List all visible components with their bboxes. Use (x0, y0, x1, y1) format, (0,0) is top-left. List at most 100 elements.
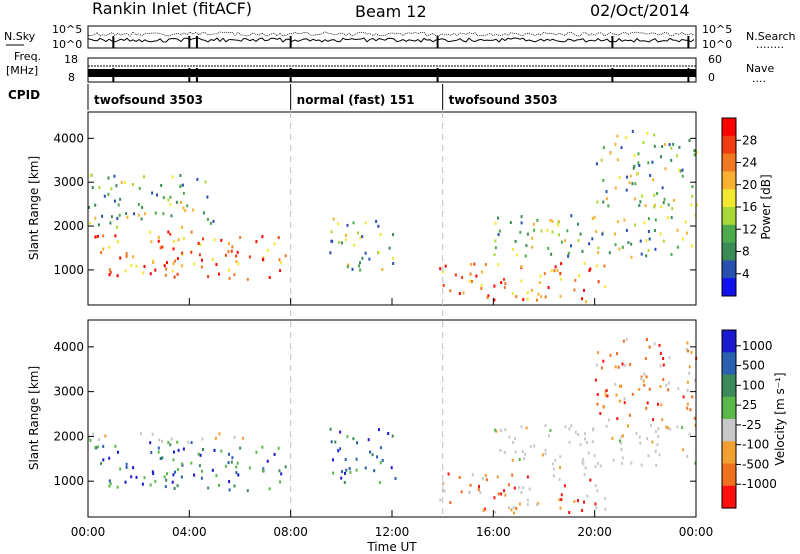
velocity-cell (549, 429, 552, 432)
velocity-cell (602, 405, 605, 409)
velocity-cell (600, 366, 603, 370)
power-cell (186, 204, 189, 208)
velocity-cell (621, 456, 624, 460)
velocity-cell (668, 356, 671, 360)
power-cell (151, 191, 154, 195)
velocity-cell (596, 402, 599, 406)
cpid-separators (290, 112, 444, 517)
power-colorbar-swatch (722, 153, 736, 172)
velocity-cell (541, 453, 544, 457)
power-cell (97, 223, 100, 227)
velocity-cell (157, 446, 160, 450)
power-cell (361, 256, 364, 260)
power-cell (503, 277, 505, 281)
power-cell (556, 268, 559, 272)
velocity-cell (686, 454, 689, 458)
velocity-cell (593, 454, 596, 458)
power-cell (150, 240, 153, 244)
power-cell (198, 253, 201, 257)
velocity-ylabel: Slant Range [km] (27, 366, 41, 470)
velocity-cell (262, 467, 265, 471)
power-cell (559, 294, 562, 298)
power-cell (634, 197, 637, 201)
velocity-cell (529, 445, 532, 449)
power-cell (514, 240, 517, 243)
power-cell (570, 244, 572, 248)
velocity-colorbar-swatch (722, 463, 736, 487)
freq-right-tick-high: 60 (708, 53, 722, 66)
xtick-label: 00:00 (679, 525, 714, 539)
power-cell (279, 269, 282, 273)
power-cell (603, 264, 606, 268)
power-colorbar: 4 8 12 16 20 24 28 Power [dB] (721, 117, 773, 297)
velocity-cell (494, 428, 497, 432)
velocity-cell (499, 449, 502, 452)
velocity-colorbar-tick-label: 25 (742, 398, 757, 412)
velocity-cell (387, 432, 390, 435)
power-cell (666, 216, 669, 220)
velocity-cell (518, 485, 521, 489)
velocity-cell (612, 458, 615, 462)
power-cell (511, 248, 514, 251)
velocity-cell (279, 480, 282, 484)
velocity-cell (443, 489, 446, 493)
power-cell (329, 251, 332, 255)
velocity-cell (330, 440, 333, 444)
power-cell (108, 245, 111, 249)
cpid-segment-label: twofsound 3503 (94, 93, 203, 107)
velocity-cell (548, 434, 550, 438)
velocity-colorbar-tick-label: 1000 (742, 339, 773, 353)
velocity-cell (277, 446, 280, 450)
power-cell (228, 242, 230, 246)
radar-title: Rankin Inlet (fitACF) (92, 0, 252, 18)
power-cell (540, 229, 543, 233)
noise-left-label: N.Sky (4, 30, 36, 43)
power-ytick-label: 1000 (53, 263, 84, 277)
velocity-cell (518, 502, 521, 506)
power-cell (266, 248, 269, 252)
velocity-cell (439, 498, 442, 502)
power-cell (557, 223, 560, 227)
velocity-cell (553, 467, 555, 471)
power-cell (627, 241, 630, 244)
power-cell (640, 252, 643, 256)
power-cell (494, 221, 497, 225)
power-cell (653, 205, 656, 209)
velocity-cell (478, 484, 480, 488)
power-colorbar-tick-label: 4 (742, 267, 750, 281)
xtick-label: 16:00 (476, 525, 511, 539)
velocity-cell (644, 357, 647, 360)
power-cell (392, 262, 395, 265)
power-cell (118, 213, 121, 217)
velocity-cell (176, 484, 179, 488)
velocity-cell (170, 437, 173, 441)
power-cell (110, 187, 113, 191)
velocity-cell (280, 472, 283, 476)
power-cell (458, 292, 461, 295)
power-cell (109, 221, 112, 225)
velocity-cell (109, 482, 112, 486)
power-cell (662, 239, 665, 243)
velocity-cell (592, 427, 595, 431)
power-cell (597, 251, 600, 254)
power-cell (648, 217, 650, 221)
power-cell (89, 173, 92, 177)
velocity-cell (230, 460, 233, 464)
power-cell (461, 276, 464, 279)
power-cell (497, 216, 499, 220)
power-cell (96, 234, 99, 238)
freq-right-tick-low: 0 (708, 71, 715, 84)
velocity-cell (651, 440, 654, 444)
velocity-cell (197, 452, 200, 456)
power-cell (647, 161, 650, 165)
velocity-cell (513, 486, 516, 490)
velocity-cell (623, 397, 626, 401)
velocity-cell (124, 480, 127, 484)
power-cell (469, 272, 472, 276)
power-cell (656, 192, 659, 195)
power-cell (346, 265, 349, 269)
power-cell (154, 268, 157, 272)
power-cell (670, 158, 673, 162)
velocity-cell (645, 406, 648, 410)
power-cell (368, 257, 371, 261)
